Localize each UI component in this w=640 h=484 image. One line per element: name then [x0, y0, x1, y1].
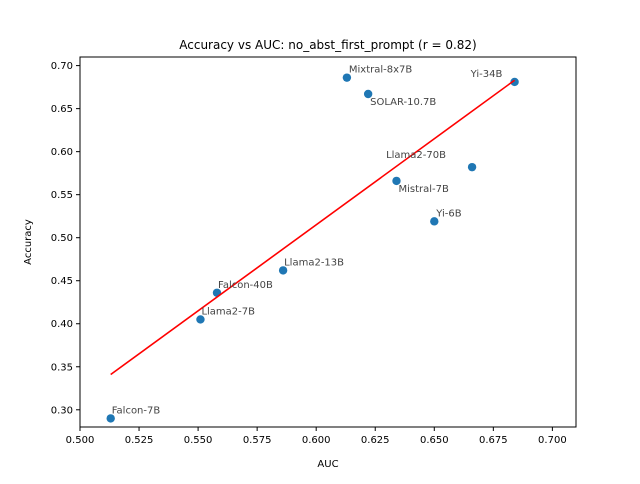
y-tick-label: 0.45 — [51, 276, 73, 287]
x-tick-label: 0.525 — [125, 435, 154, 446]
data-point — [430, 217, 439, 226]
y-tick-label: 0.55 — [51, 190, 73, 201]
x-tick-label: 0.500 — [66, 435, 95, 446]
regression-line — [110, 79, 516, 376]
y-tick-label: 0.60 — [51, 147, 73, 158]
data-point-label: Llama2-70B — [386, 150, 446, 161]
chart-title: Accuracy vs AUC: no_abst_first_prompt (r… — [179, 38, 476, 52]
data-point-label: Falcon-7B — [112, 405, 161, 416]
data-point-label: Yi-34B — [470, 69, 503, 80]
x-tick-label: 0.675 — [479, 435, 508, 446]
data-point — [363, 89, 373, 99]
plot-frame — [79, 56, 577, 428]
y-tick-label: 0.35 — [51, 362, 73, 373]
data-point-label: Falcon-40B — [218, 280, 273, 291]
data-point-label: Llama2-13B — [284, 257, 344, 268]
y-tick-label: 0.70 — [51, 61, 73, 72]
data-point-label: SOLAR-10.7B — [370, 97, 436, 108]
y-axis-label: Accuracy — [23, 219, 34, 265]
data-point — [392, 176, 401, 186]
x-axis: 0.500 0.525 0.550 0.575 0.600 0.625 0.650 0.675… — [66, 427, 567, 446]
data-point — [467, 162, 477, 172]
y-tick-label: 0.50 — [51, 233, 73, 244]
y-tick-label: 0.40 — [51, 319, 73, 330]
x-tick-label: 0.700 — [538, 435, 567, 446]
data-point-label: Mixtral-8x7B — [349, 65, 413, 76]
data-point — [196, 315, 205, 324]
y-tick-label: 0.65 — [51, 104, 73, 115]
data-point-label: Mistral-7B — [398, 184, 449, 195]
x-tick-label: 0.625 — [361, 435, 390, 446]
y-axis: 0.30 0.35 0.40 0.45 0.50 0.55 0.60 0.65 0.70 — [51, 61, 80, 416]
data-point — [342, 73, 352, 82]
y-tick-label: 0.30 — [51, 405, 73, 416]
x-tick-label: 0.575 — [243, 435, 272, 446]
data-point — [278, 266, 288, 275]
data-point-label: Llama2-7B — [201, 306, 255, 317]
x-axis-label: AUC — [317, 459, 338, 470]
data-point-label: Yi-6B — [435, 208, 462, 219]
x-tick-label: 0.650 — [420, 435, 449, 446]
plot-area: Falcon-7B Llama2-7B Falcon-40B Llama2-13B Mi… — [106, 65, 519, 423]
data-point — [106, 414, 115, 423]
data-point — [510, 77, 519, 87]
x-tick-label: 0.600 — [302, 435, 331, 446]
x-tick-label: 0.550 — [184, 435, 213, 446]
